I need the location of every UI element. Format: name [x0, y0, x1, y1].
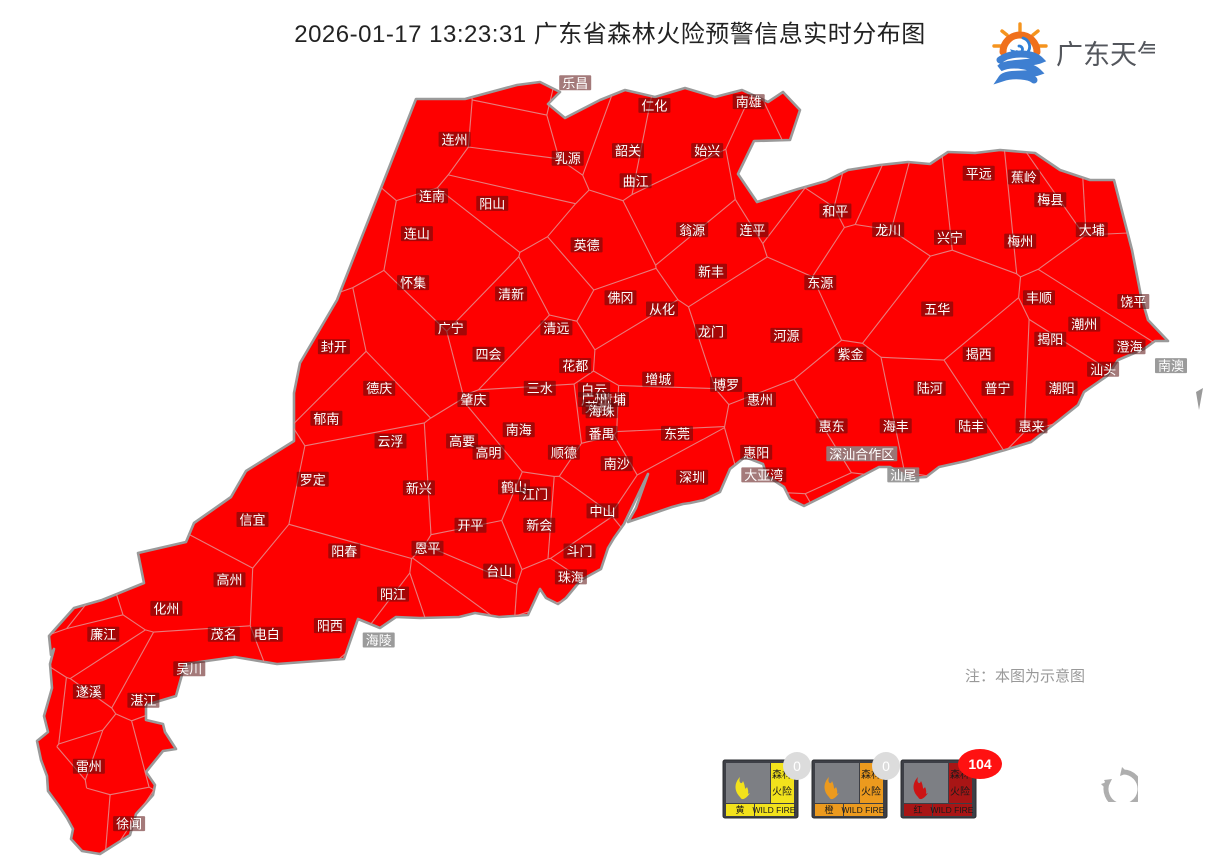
svg-text:普宁: 普宁 — [984, 381, 1010, 396]
svg-text:南澳: 南澳 — [1158, 359, 1184, 374]
svg-text:惠阳: 惠阳 — [743, 445, 769, 460]
svg-text:清新: 清新 — [498, 287, 524, 302]
svg-text:阳春: 阳春 — [331, 544, 357, 559]
svg-text:四会: 四会 — [475, 347, 501, 362]
svg-text:连平: 连平 — [739, 223, 765, 238]
svg-text:德庆: 德庆 — [366, 381, 392, 396]
svg-text:蕉岭: 蕉岭 — [1011, 170, 1037, 185]
svg-text:阳江: 阳江 — [380, 587, 406, 602]
svg-text:信宜: 信宜 — [239, 513, 265, 528]
svg-text:惠东: 惠东 — [819, 419, 845, 434]
svg-text:新会: 新会 — [526, 518, 552, 533]
svg-text:湛江: 湛江 — [130, 693, 156, 708]
svg-text:陆河: 陆河 — [917, 381, 943, 396]
svg-text:和平: 和平 — [822, 204, 848, 219]
svg-text:潮州: 潮州 — [1071, 317, 1097, 332]
svg-text:梅州: 梅州 — [1007, 234, 1033, 249]
svg-text:新丰: 新丰 — [698, 264, 724, 279]
svg-text:兴宁: 兴宁 — [937, 230, 963, 245]
svg-text:紫金: 紫金 — [837, 347, 863, 362]
svg-text:清远: 清远 — [543, 321, 569, 336]
svg-text:云浮: 云浮 — [377, 434, 403, 449]
svg-text:曲江: 曲江 — [623, 174, 649, 189]
svg-text:东源: 东源 — [807, 276, 833, 291]
svg-text:东莞: 东莞 — [664, 426, 690, 441]
svg-text:陆丰: 陆丰 — [958, 419, 984, 434]
svg-text:南雄: 南雄 — [736, 95, 762, 110]
svg-text:吴川: 吴川 — [176, 662, 202, 677]
svg-text:番禺: 番禺 — [589, 426, 615, 441]
svg-text:大亚湾: 大亚湾 — [744, 468, 783, 483]
svg-text:郁南: 郁南 — [313, 411, 339, 426]
svg-text:连山: 连山 — [404, 227, 430, 242]
svg-text:高州: 高州 — [216, 573, 242, 588]
svg-text:廉江: 廉江 — [90, 627, 116, 642]
svg-text:珠海: 珠海 — [558, 570, 584, 585]
svg-text:仁化: 仁化 — [641, 98, 667, 113]
svg-text:连州: 连州 — [442, 132, 468, 147]
svg-text:罗定: 罗定 — [300, 472, 326, 487]
svg-text:三水: 三水 — [527, 381, 553, 396]
svg-text:翁源: 翁源 — [679, 223, 705, 238]
svg-text:茂名: 茂名 — [211, 627, 237, 642]
svg-text:恩平: 恩平 — [414, 541, 440, 556]
svg-text:始兴: 始兴 — [694, 144, 720, 159]
svg-text:深汕合作区: 深汕合作区 — [829, 447, 894, 462]
svg-text:五华: 五华 — [924, 302, 950, 317]
svg-text:南沙: 南沙 — [604, 457, 630, 472]
svg-text:怀集: 怀集 — [400, 276, 426, 291]
svg-text:增城: 增城 — [645, 372, 671, 387]
svg-text:梅县: 梅县 — [1037, 193, 1063, 208]
svg-text:开平: 开平 — [457, 518, 483, 533]
svg-text:斗门: 斗门 — [566, 544, 592, 559]
svg-text:海珠: 海珠 — [589, 404, 615, 419]
svg-text:龙川: 龙川 — [875, 223, 901, 238]
svg-text:雷州: 雷州 — [76, 759, 102, 774]
svg-text:花都: 花都 — [562, 359, 588, 374]
svg-text:汕尾: 汕尾 — [890, 468, 916, 483]
svg-text:饶平: 饶平 — [1120, 295, 1146, 310]
svg-text:丰顺: 丰顺 — [1026, 291, 1052, 306]
svg-text:新兴: 新兴 — [406, 481, 432, 496]
svg-text:韶关: 韶关 — [615, 144, 641, 159]
svg-text:汕头: 汕头 — [1090, 362, 1116, 377]
svg-text:阳西: 阳西 — [317, 619, 343, 634]
svg-text:遂溪: 遂溪 — [76, 685, 102, 700]
svg-text:乳源: 乳源 — [555, 151, 581, 166]
svg-text:阳山: 阳山 — [479, 196, 505, 211]
svg-text:英德: 英德 — [574, 238, 600, 253]
svg-text:高要: 高要 — [449, 434, 475, 449]
svg-text:揭阳: 揭阳 — [1037, 332, 1063, 347]
svg-text:惠州: 惠州 — [747, 393, 773, 408]
svg-text:澄海: 澄海 — [1116, 340, 1142, 355]
svg-text:博罗: 博罗 — [713, 377, 739, 392]
svg-text:化州: 化州 — [153, 601, 179, 616]
svg-text:肇庆: 肇庆 — [460, 393, 486, 408]
svg-text:惠来: 惠来 — [1018, 419, 1044, 434]
svg-text:南海: 南海 — [506, 423, 532, 438]
svg-text:顺德: 顺德 — [551, 445, 577, 460]
svg-text:潮阳: 潮阳 — [1049, 381, 1075, 396]
svg-text:乐昌: 乐昌 — [562, 76, 588, 91]
svg-text:广宁: 广宁 — [438, 321, 464, 336]
svg-text:揭西: 揭西 — [966, 347, 992, 362]
svg-text:海丰: 海丰 — [883, 419, 909, 434]
svg-text:封开: 封开 — [321, 340, 347, 355]
svg-text:中山: 中山 — [589, 504, 615, 519]
svg-text:徐闻: 徐闻 — [116, 817, 142, 832]
svg-text:龙门: 龙门 — [698, 325, 724, 340]
svg-text:江门: 江门 — [522, 487, 548, 502]
svg-text:电白: 电白 — [254, 627, 280, 642]
svg-text:海陵: 海陵 — [366, 633, 392, 648]
svg-text:从化: 从化 — [649, 302, 675, 317]
svg-text:高明: 高明 — [475, 445, 501, 460]
svg-text:台山: 台山 — [486, 564, 512, 579]
svg-text:佛冈: 佛冈 — [607, 291, 633, 306]
svg-text:平远: 平远 — [966, 166, 992, 181]
svg-text:深圳: 深圳 — [679, 470, 705, 485]
svg-text:河源: 河源 — [773, 328, 799, 343]
svg-text:连南: 连南 — [419, 189, 445, 204]
svg-text:大埔: 大埔 — [1079, 223, 1105, 238]
